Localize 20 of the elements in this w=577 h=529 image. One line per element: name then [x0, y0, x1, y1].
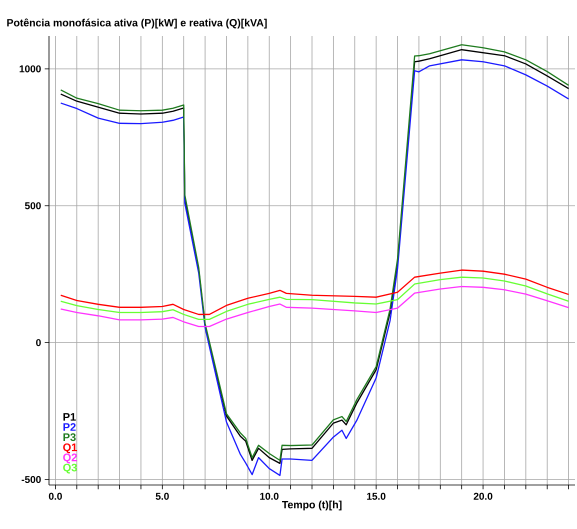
text: Q1 — [63, 443, 78, 454]
line-series — [60, 269, 570, 316]
y-tick-label: 1000 — [20, 65, 41, 72]
text: P3 — [63, 433, 76, 442]
x-tick-label: 10.0 — [260, 492, 279, 500]
x-tick-label: 5.0 — [156, 492, 169, 500]
x-axis-title: Tempo (t)[h] — [282, 500, 342, 510]
text: P1 — [63, 413, 76, 421]
text: P2 — [63, 423, 76, 431]
line-series — [60, 276, 570, 320]
y-tick-label: 0 — [36, 339, 41, 346]
x-tick-label: 20.0 — [474, 492, 492, 500]
y-tick-label: -500 — [22, 476, 41, 484]
y-tick-label: 500 — [24, 202, 41, 210]
chart-title: Potência monofásica ativa (P)[kW] e reativa (Q)[kVA] — [7, 18, 267, 28]
text: Q2 — [63, 454, 77, 464]
x-tick-label: 15.0 — [367, 492, 386, 500]
x-tick-label: 0.0 — [48, 492, 62, 500]
text: Q3 — [63, 464, 77, 474]
line-series — [60, 286, 570, 328]
